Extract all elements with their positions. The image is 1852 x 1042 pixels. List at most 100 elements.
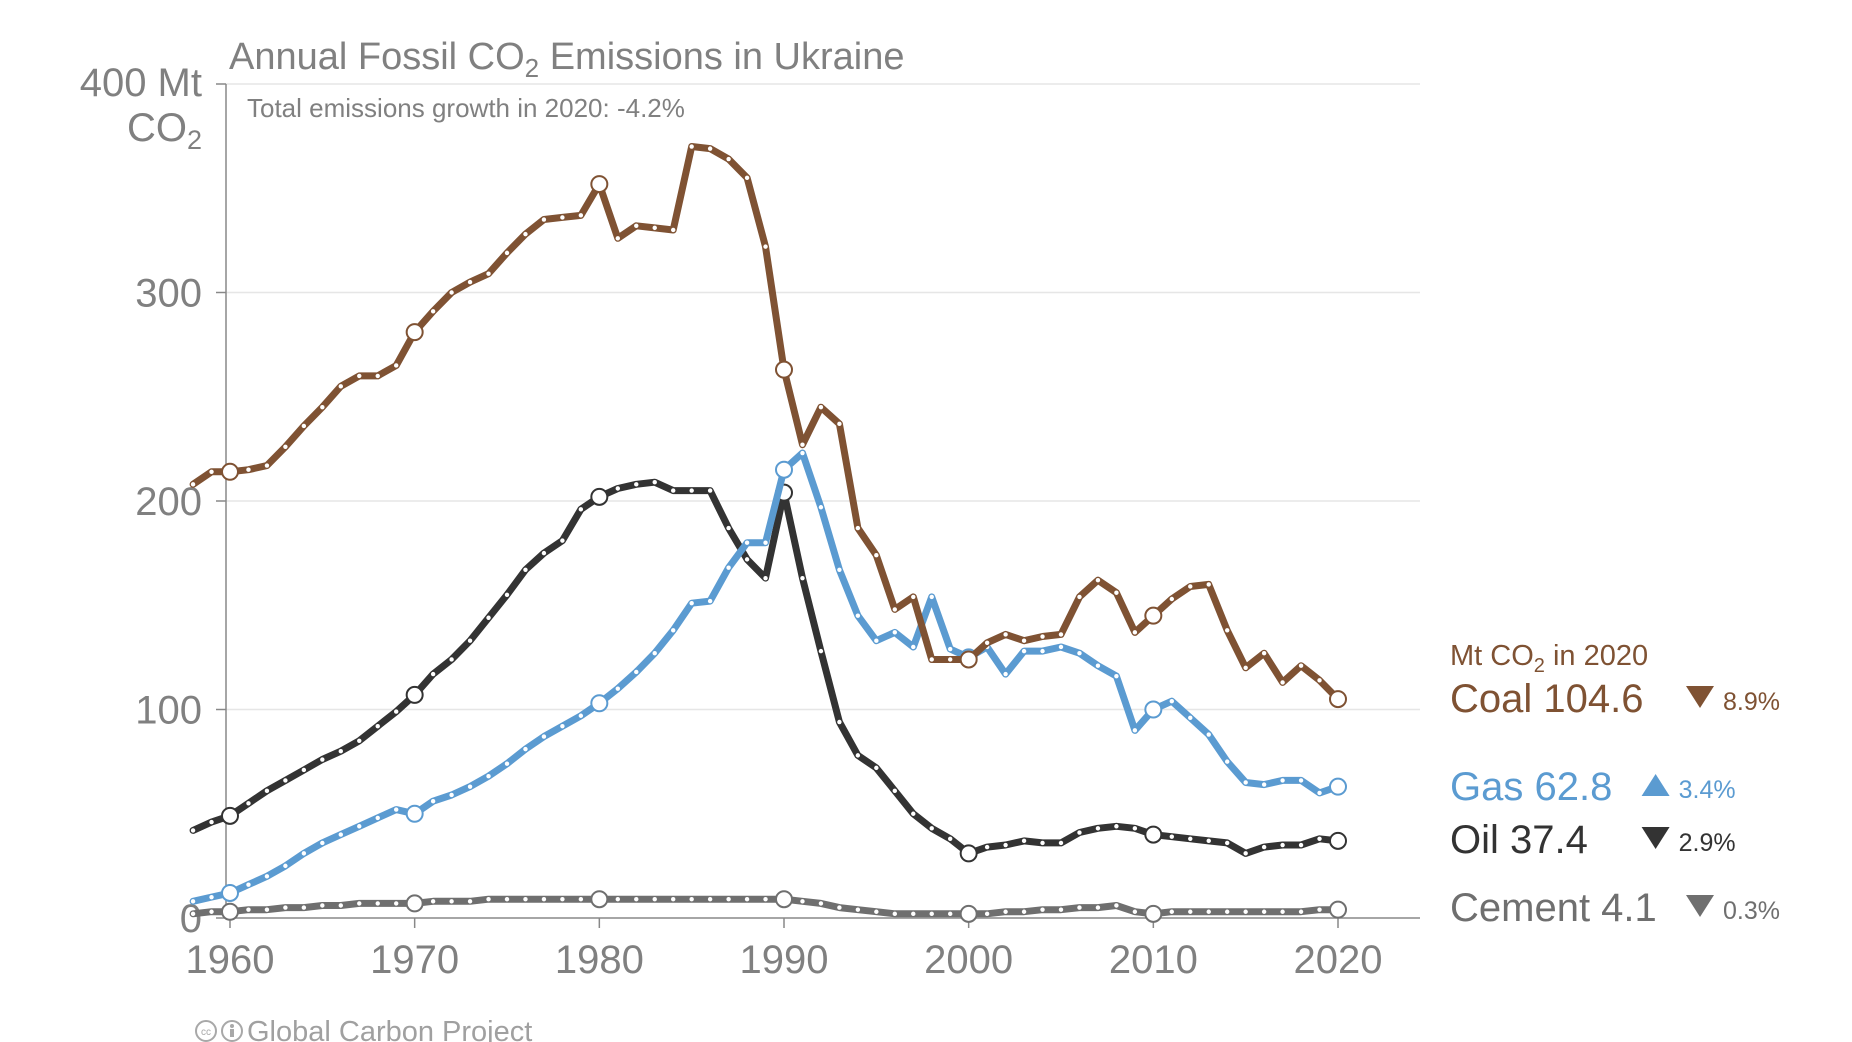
data-point-oil: [929, 826, 934, 831]
data-point-oil: [689, 488, 694, 493]
legend: Mt CO2 in 2020 Coal 104.6 8.9% Gas 62.8 3.4…: [1450, 640, 1780, 930]
data-point-gas: [1058, 644, 1064, 650]
data-point-oil: [1169, 834, 1175, 839]
decade-point-gas: [221, 883, 239, 902]
data-point-cement: [578, 897, 584, 902]
data-point-gas: [394, 807, 399, 812]
attribution-icon-head: [230, 1024, 234, 1028]
y-axis-unit-line1: 400 Mt: [80, 61, 202, 105]
data-point-cement: [800, 899, 805, 904]
decade-point-gas: [1144, 700, 1163, 719]
data-point-cement: [1003, 909, 1008, 914]
legend-change-gas: 3.4%: [1679, 776, 1736, 804]
data-point-gas: [911, 644, 916, 650]
data-point-cement: [449, 899, 454, 904]
data-point-cement: [689, 897, 694, 902]
data-point-oil: [1280, 842, 1285, 848]
data-point-gas: [1206, 732, 1211, 737]
decade-point-cement: [221, 902, 239, 921]
series-coal: [189, 143, 1347, 709]
data-point-coal: [338, 384, 343, 389]
series-gas: [189, 449, 1347, 905]
data-point-cement: [818, 901, 824, 906]
data-point-gas: [357, 824, 362, 829]
data-point-cement: [541, 897, 547, 902]
data-point-cement: [615, 897, 620, 902]
decade-point-gas: [405, 804, 424, 823]
data-point-coal: [1169, 596, 1175, 602]
data-point-cement: [1206, 909, 1211, 914]
data-point-oil: [320, 757, 325, 762]
data-point-oil: [837, 719, 842, 725]
data-point-cement: [1114, 903, 1119, 908]
data-point-oil: [1206, 838, 1211, 844]
data-point-cement: [1040, 907, 1045, 912]
data-point-oil: [948, 836, 953, 841]
attribution-icon: [221, 1020, 243, 1042]
data-point-coal: [1114, 590, 1119, 595]
data-point-cement: [523, 897, 528, 902]
series-cement: [189, 890, 1347, 923]
data-point-oil: [1225, 840, 1230, 846]
x-tick-label: 2010: [1109, 938, 1198, 982]
data-point-oil: [1077, 830, 1082, 835]
data-point-gas: [1243, 780, 1248, 785]
data-point-coal: [763, 244, 768, 249]
data-point-gas: [504, 761, 510, 766]
data-point-cement: [892, 911, 897, 917]
y-tick-label: 100: [135, 689, 202, 733]
legend-label-cement: Cement 4.1: [1450, 886, 1657, 930]
decade-point-coal: [221, 462, 239, 481]
decade-point-oil: [221, 806, 239, 825]
decade-point-cement: [590, 890, 609, 909]
data-point-coal: [449, 290, 454, 295]
data-point-cement: [1095, 905, 1101, 910]
data-point-coal: [874, 553, 879, 558]
data-point-cement: [375, 901, 380, 906]
data-point-oil: [375, 723, 380, 729]
decade-point-coal: [590, 175, 609, 194]
data-point-gas: [800, 450, 805, 456]
data-point-coal: [578, 213, 584, 218]
data-point-cement: [855, 907, 861, 912]
data-point-cement: [246, 907, 251, 912]
data-point-gas: [1003, 671, 1008, 677]
data-point-gas: [1225, 759, 1230, 764]
data-point-coal: [1040, 634, 1045, 639]
data-point-coal: [301, 423, 307, 429]
data-point-cement: [560, 897, 565, 902]
series-lines: [189, 143, 1347, 923]
data-point-gas: [1040, 648, 1045, 654]
data-point-cement: [283, 905, 288, 910]
data-point-gas: [1298, 778, 1304, 783]
x-tick-labels: 1960 1970 1980 1990 2000 2010 2020: [186, 938, 1383, 982]
data-point-coal: [855, 525, 861, 531]
data-point-oil: [338, 749, 343, 754]
legend-header: Mt CO2 in 2020: [1450, 640, 1648, 677]
data-point-cement: [1058, 907, 1064, 912]
data-point-cement: [948, 911, 953, 917]
data-point-gas: [1114, 673, 1119, 679]
data-point-gas: [1261, 782, 1267, 787]
data-point-coal: [1243, 665, 1248, 670]
data-point-coal: [320, 404, 325, 410]
data-point-gas: [726, 565, 731, 570]
series-line-coal: [189, 143, 1342, 703]
data-point-oil: [1243, 851, 1248, 856]
data-point-oil: [209, 819, 214, 825]
data-point-coal: [837, 421, 842, 427]
decade-point-gas: [775, 460, 793, 479]
data-point-oil: [1040, 840, 1045, 846]
data-point-gas: [283, 863, 288, 869]
data-point-cement: [209, 909, 214, 914]
x-tick-label: 2020: [1294, 938, 1383, 982]
data-point-oil: [800, 575, 805, 581]
data-point-oil: [301, 767, 307, 773]
data-point-gas: [1021, 648, 1027, 654]
y-tick-label: 0: [180, 897, 202, 941]
data-point-gas: [301, 851, 307, 856]
data-point-cement: [1261, 909, 1267, 914]
data-point-oil: [707, 488, 713, 493]
data-point-oil: [430, 671, 436, 677]
